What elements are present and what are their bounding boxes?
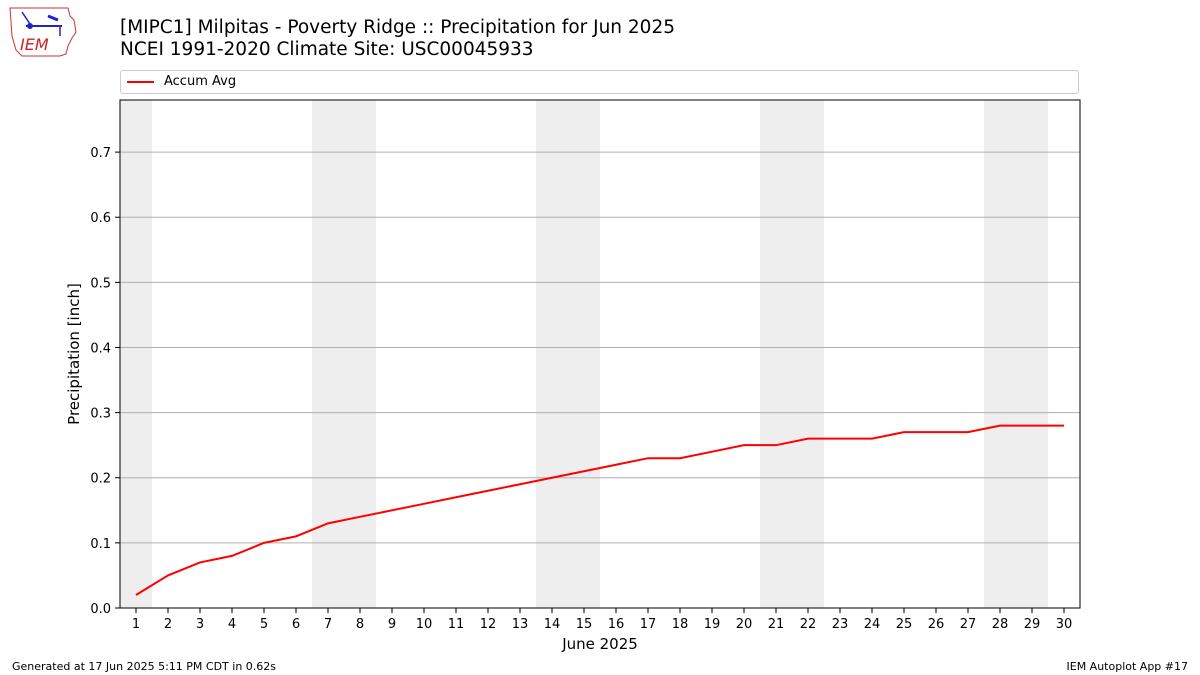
weekend-shade [344, 100, 376, 608]
x-tick-label: 10 [416, 617, 433, 632]
y-tick-label: 0.1 [90, 537, 111, 552]
weekend-shade [984, 100, 1016, 608]
legend: Accum Avg [120, 70, 1079, 94]
y-tick-label: 0.3 [90, 407, 111, 422]
x-tick-label: 1 [132, 617, 140, 632]
x-tick-label: 4 [228, 617, 236, 632]
x-tick-label: 25 [896, 617, 913, 632]
x-tick-label: 11 [448, 617, 465, 632]
y-tick-label: 0.5 [90, 276, 111, 291]
footer-generated: Generated at 17 Jun 2025 5:11 PM CDT in … [12, 660, 277, 673]
y-tick-label: 0.4 [90, 341, 111, 356]
y-tick-label: 0.0 [90, 602, 111, 617]
legend-label: Accum Avg [164, 74, 237, 89]
y-tick-label: 0.7 [90, 146, 111, 161]
x-tick-label: 19 [704, 617, 721, 632]
x-tick-label: 6 [292, 617, 300, 632]
x-tick-label: 2 [164, 617, 172, 632]
x-tick-label: 16 [608, 617, 625, 632]
x-tick-label: 13 [512, 617, 529, 632]
x-tick-label: 20 [736, 617, 753, 632]
x-tick-label: 9 [388, 617, 396, 632]
x-tick-label: 27 [960, 617, 977, 632]
x-tick-label: 17 [640, 617, 657, 632]
weekend-shade [120, 100, 152, 608]
x-tick-label: 29 [1024, 617, 1041, 632]
y-tick-label: 0.2 [90, 472, 111, 487]
logo-text: IEM [20, 35, 49, 54]
x-tick-label: 28 [992, 617, 1009, 632]
weekend-shade [568, 100, 600, 608]
footer-app: IEM Autoplot App #17 [1066, 660, 1189, 673]
weekend-shade [760, 100, 792, 608]
chart-subtitle: NCEI 1991-2020 Climate Site: USC00045933 [120, 39, 534, 60]
x-tick-label: 5 [260, 617, 268, 632]
weekend-shade [536, 100, 568, 608]
x-tick-label: 21 [768, 617, 785, 632]
x-tick-label: 26 [928, 617, 945, 632]
legend-line-swatch [127, 81, 154, 83]
x-tick-label: 3 [196, 617, 204, 632]
x-tick-label: 12 [480, 617, 497, 632]
x-tick-label: 30 [1056, 617, 1073, 632]
series-line-accum-avg [135, 424, 1064, 596]
x-tick-label: 18 [672, 617, 689, 632]
x-tick-label: 24 [864, 617, 881, 632]
weekend-shade [792, 100, 824, 608]
plot-frame [119, 99, 1081, 609]
x-tick-label: 23 [832, 617, 849, 632]
chart-title: [MIPC1] Milpitas - Poverty Ridge :: Prec… [120, 17, 675, 38]
x-tick-label: 22 [800, 617, 817, 632]
iem-logo: IEM [9, 7, 77, 57]
x-axis-label: June 2025 [561, 635, 638, 653]
y-tick-label: 0.6 [90, 211, 111, 226]
x-tick-label: 8 [356, 617, 364, 632]
x-tick-label: 15 [576, 617, 593, 632]
x-tick-label: 7 [324, 617, 332, 632]
x-tick-label: 14 [544, 617, 561, 632]
weekend-shade [1016, 100, 1048, 608]
y-axis-label: Precipitation [inch] [65, 283, 83, 425]
weekend-shade [312, 100, 344, 608]
